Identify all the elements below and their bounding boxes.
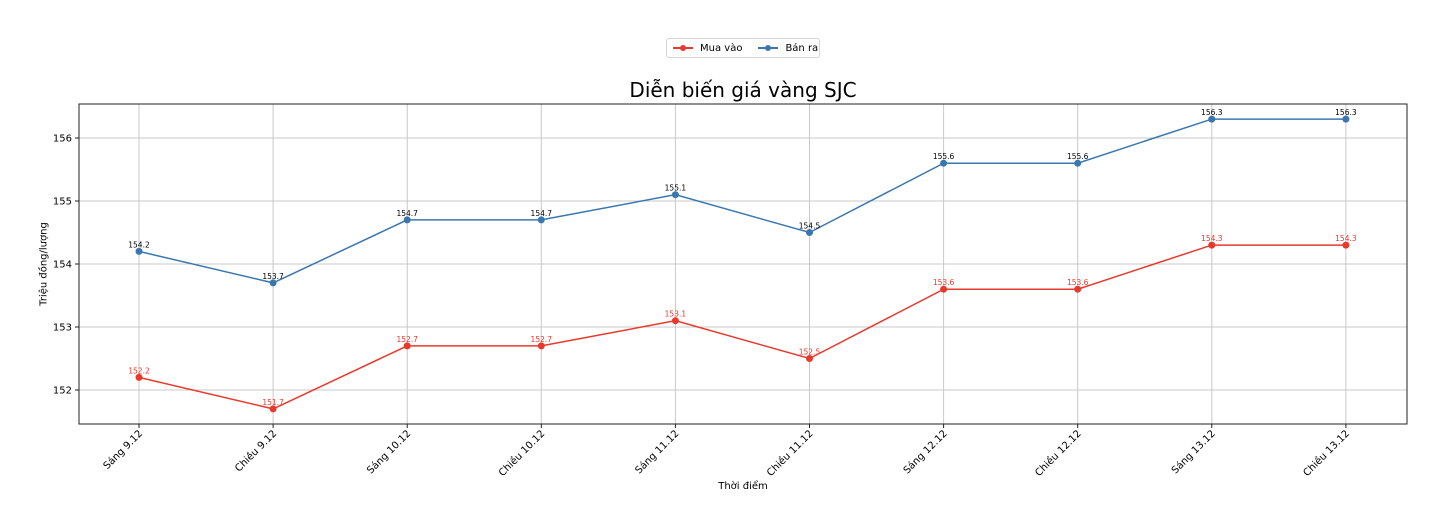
x-tick-label: Chiều 13.12 — [1301, 428, 1352, 479]
data-point — [671, 191, 679, 199]
y-tick-label: 154 — [53, 260, 72, 271]
data-point — [1342, 241, 1350, 249]
data-point — [1074, 285, 1082, 293]
data-label: 153.1 — [665, 310, 687, 319]
data-point — [806, 355, 813, 362]
x-tick-label: Sáng 10.12 — [365, 428, 414, 477]
data-label: 156.3 — [1335, 108, 1357, 117]
data-point — [135, 373, 143, 381]
chart-title: Diễn biến giá vàng SJC — [629, 78, 857, 102]
legend-item-mua-vao: Mua vào — [673, 43, 742, 54]
data-label: 153.6 — [933, 278, 955, 287]
x-tick-label: Sáng 11.12 — [633, 428, 682, 477]
data-series: 152.2 151.7 152.7 152.7 153.1 152.5 153.6 153.6… — [128, 108, 1357, 413]
data-label: 154.7 — [531, 209, 553, 218]
legend: Mua vào Bán ra — [666, 38, 820, 58]
x-tick-label: Chiều 10.12 — [496, 428, 547, 479]
data-label: 154.7 — [396, 209, 418, 218]
data-label: 154.3 — [1201, 234, 1223, 243]
data-point — [269, 405, 277, 413]
data-label: 152.7 — [396, 335, 418, 344]
data-label: 155.6 — [933, 152, 955, 161]
x-tick-label: Sáng 9.12 — [101, 428, 145, 472]
legend-label: Bán ra — [785, 42, 819, 54]
data-label: 152.5 — [799, 348, 821, 357]
data-point — [403, 342, 411, 350]
series-line — [138, 118, 1346, 284]
data-point — [403, 216, 411, 224]
data-point — [537, 342, 545, 350]
data-label: 156.3 — [1201, 108, 1223, 117]
line-marker-icon — [673, 45, 693, 51]
grid-lines — [79, 104, 1407, 424]
series-line — [138, 244, 1346, 410]
data-point — [1208, 115, 1216, 123]
data-label: 152.7 — [531, 335, 553, 344]
data-point — [1208, 241, 1216, 249]
y-tick-label: 155 — [53, 197, 72, 208]
legend-label: Mua vào — [700, 42, 743, 54]
y-tick-label: 152 — [53, 386, 72, 397]
data-point — [671, 317, 679, 325]
data-label: 154.5 — [799, 222, 821, 231]
line-marker-icon — [758, 45, 779, 51]
x-tick-label: Chiều 11.12 — [764, 428, 815, 479]
y-tick-label: 156 — [53, 134, 72, 145]
series-Bán ra: 154.2 153.7 154.7 154.7 155.1 154.5 155.6 155.6… — [128, 108, 1357, 287]
data-point — [940, 159, 948, 167]
data-label: 151.7 — [262, 398, 284, 407]
series-Mua vào: 152.2 151.7 152.7 152.7 153.1 152.5 153.6 153.6… — [128, 234, 1357, 413]
data-label: 153.7 — [262, 272, 284, 281]
data-point — [135, 247, 143, 255]
data-point — [806, 229, 813, 236]
data-label: 155.1 — [665, 184, 687, 193]
x-tick-label: Chiều 9.12 — [233, 428, 280, 475]
x-tick-label: Chiều 12.12 — [1033, 428, 1084, 479]
x-tick-label: Sáng 12.12 — [901, 428, 950, 477]
data-point — [537, 216, 545, 224]
data-label: 154.3 — [1335, 234, 1357, 243]
data-point — [940, 285, 948, 293]
data-label: 154.2 — [128, 240, 150, 249]
x-tick-label: Sáng 13.12 — [1169, 428, 1218, 477]
legend-item-ban-ra: Bán ra — [758, 43, 818, 54]
data-point — [1342, 115, 1350, 123]
data-point — [269, 279, 277, 287]
data-label: 153.6 — [1067, 278, 1089, 287]
y-axis-label: Triệu đồng/lượng — [38, 222, 50, 306]
y-tick-label: 153 — [53, 323, 72, 334]
data-point — [1074, 159, 1082, 167]
x-axis-label: Thời điểm — [718, 481, 768, 492]
data-label: 152.2 — [128, 366, 150, 375]
data-label: 155.6 — [1067, 152, 1089, 161]
axis-ticks: Sáng 9.12 Chiều 9.12 Sáng 10.12 Chiều 10.12… — [53, 134, 1352, 479]
